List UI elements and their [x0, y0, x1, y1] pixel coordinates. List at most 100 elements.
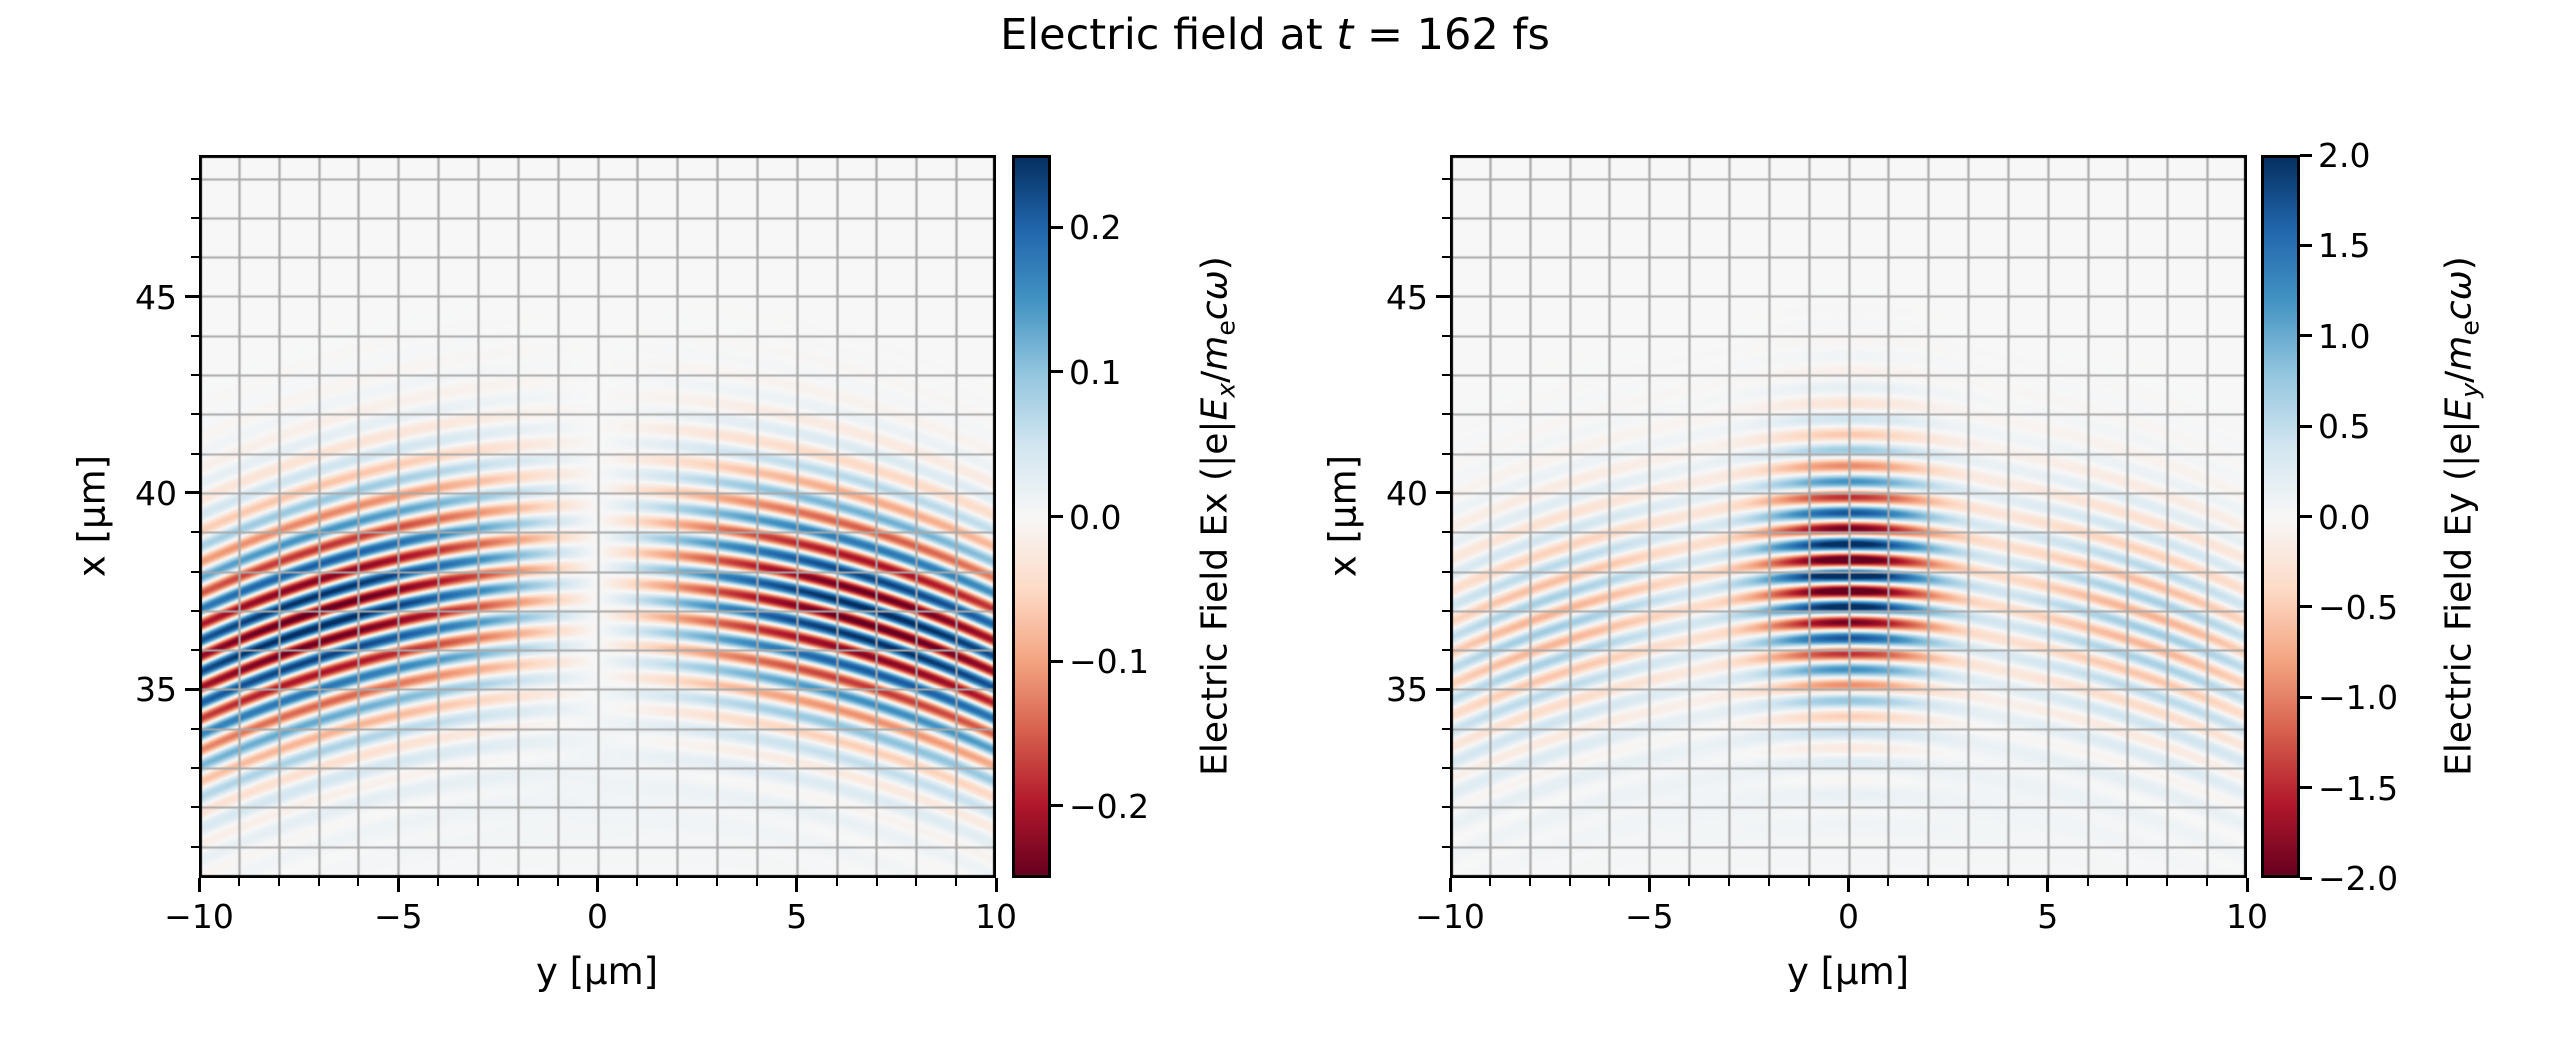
- ey-yaxis-label: x [μm]: [1321, 454, 1365, 578]
- x-axis-minor-tick: [1927, 878, 1930, 886]
- y-axis-minor-tick: [1442, 649, 1450, 652]
- x-axis-major-tick: [197, 878, 201, 892]
- x-tick-label: 10: [2226, 897, 2268, 936]
- colorbar-tick-label: 2.0: [2318, 136, 2371, 175]
- colorbar-tick-label: −0.1: [1069, 642, 1150, 682]
- colorbar-tick-label: 0.5: [2318, 407, 2371, 447]
- x-axis-minor-tick: [915, 878, 918, 886]
- x-tick-label: −5: [1624, 897, 1674, 936]
- colorbar-tick-label: 1.0: [2318, 316, 2371, 356]
- x-axis-minor-tick: [875, 878, 878, 886]
- ey-colorbar: [2261, 155, 2300, 878]
- x-axis-minor-tick: [1608, 878, 1611, 886]
- y-tick-label: 35: [1386, 670, 1428, 710]
- ex-heatmap-canvas: [199, 155, 996, 878]
- x-tick-label: 5: [2037, 897, 2059, 936]
- x-axis-minor-tick: [277, 878, 280, 886]
- y-axis-minor-tick: [191, 413, 199, 416]
- colorbar-tick: [2300, 424, 2312, 428]
- y-tick-label: 40: [1386, 473, 1428, 513]
- x-axis-minor-tick: [1807, 878, 1810, 886]
- colorbar-tick: [1051, 659, 1063, 663]
- ey-xaxis-label: y [μm]: [1786, 950, 1910, 993]
- x-axis-minor-tick: [676, 878, 679, 886]
- x-axis-minor-tick: [1528, 878, 1531, 886]
- y-axis-major-tick: [185, 491, 199, 495]
- x-tick-label: −10: [1415, 897, 1485, 936]
- y-axis-minor-tick: [1442, 806, 1450, 809]
- x-axis-major-tick: [1847, 878, 1850, 892]
- colorbar-tick: [2300, 605, 2312, 609]
- y-axis-major-tick: [185, 687, 199, 691]
- y-axis-minor-tick: [191, 570, 199, 573]
- colorbar-tick: [2300, 243, 2312, 247]
- x-axis-minor-tick: [1767, 878, 1770, 886]
- y-axis-minor-tick: [191, 806, 199, 809]
- ey-heatmap-canvas: [1450, 155, 2247, 878]
- ex-colorbar: [1012, 155, 1051, 878]
- x-axis-minor-tick: [437, 878, 440, 886]
- x-tick-label: 0: [1838, 897, 1859, 936]
- ey-plot-area: [1450, 155, 2247, 878]
- x-axis-minor-tick: [2006, 878, 2009, 886]
- y-axis-minor-tick: [191, 374, 199, 376]
- y-axis-minor-tick: [1442, 609, 1450, 612]
- x-axis-minor-tick: [2086, 878, 2089, 886]
- y-axis-minor-tick: [191, 609, 199, 612]
- y-axis-minor-tick: [191, 452, 199, 455]
- colorbar-tick: [1051, 370, 1063, 374]
- y-axis-minor-tick: [1442, 452, 1450, 455]
- colorbar-tick-label: −0.2: [1069, 786, 1150, 826]
- x-axis-minor-tick: [1568, 878, 1571, 886]
- colorbar-tick: [2300, 695, 2312, 699]
- y-axis-major-tick: [185, 295, 199, 298]
- colorbar-tick: [2300, 515, 2312, 518]
- x-axis-minor-tick: [1728, 878, 1730, 886]
- colorbar-tick-label: 0.0: [1069, 497, 1122, 537]
- x-axis-minor-tick: [357, 878, 360, 886]
- x-axis-major-tick: [1448, 878, 1452, 892]
- x-axis-major-tick: [596, 878, 599, 892]
- x-axis-minor-tick: [516, 878, 519, 886]
- x-tick-label: −10: [164, 897, 234, 936]
- y-axis-major-tick: [1436, 687, 1450, 691]
- x-axis-major-tick: [2046, 878, 2050, 892]
- y-axis-minor-tick: [1442, 570, 1450, 573]
- y-axis-minor-tick: [1442, 531, 1450, 534]
- y-tick-label: 35: [135, 670, 177, 710]
- y-axis-minor-tick: [191, 845, 199, 848]
- colorbar-tick-label: −1.0: [2318, 678, 2399, 718]
- x-axis-minor-tick: [2206, 878, 2209, 886]
- y-axis-minor-tick: [191, 256, 199, 259]
- x-axis-minor-tick: [237, 878, 240, 886]
- colorbar-tick: [1051, 515, 1063, 518]
- x-axis-major-tick: [1647, 878, 1651, 892]
- y-axis-minor-tick: [191, 727, 199, 730]
- ey-colorbar-label: Electric Field Ey (|e|Ey/mecω): [2438, 256, 2485, 776]
- x-axis-major-tick: [994, 878, 998, 892]
- y-axis-minor-tick: [191, 177, 199, 180]
- colorbar-tick-label: 0.2: [1069, 208, 1122, 248]
- y-tick-label: 45: [135, 277, 177, 317]
- x-axis-minor-tick: [636, 878, 639, 886]
- y-axis-major-tick: [1436, 491, 1450, 495]
- x-tick-label: 0: [587, 897, 608, 936]
- x-tick-label: −5: [373, 897, 423, 936]
- ex-xaxis-label: y [μm]: [535, 950, 659, 993]
- colorbar-tick-label: 0.1: [1069, 352, 1122, 392]
- x-axis-minor-tick: [716, 878, 719, 886]
- y-axis-minor-tick: [1442, 334, 1450, 337]
- x-tick-label: 5: [786, 897, 808, 936]
- y-axis-minor-tick: [1442, 727, 1450, 730]
- x-axis-minor-tick: [476, 878, 479, 886]
- y-axis-minor-tick: [1442, 177, 1450, 180]
- x-axis-minor-tick: [835, 878, 838, 886]
- x-axis-minor-tick: [1887, 878, 1890, 886]
- x-axis-minor-tick: [317, 878, 320, 886]
- ex-plot-area: [199, 155, 996, 878]
- y-axis-minor-tick: [1442, 256, 1450, 259]
- colorbar-tick: [2300, 786, 2312, 790]
- x-axis-major-tick: [795, 878, 799, 892]
- x-axis-minor-tick: [1688, 878, 1691, 886]
- y-axis-minor-tick: [191, 767, 199, 769]
